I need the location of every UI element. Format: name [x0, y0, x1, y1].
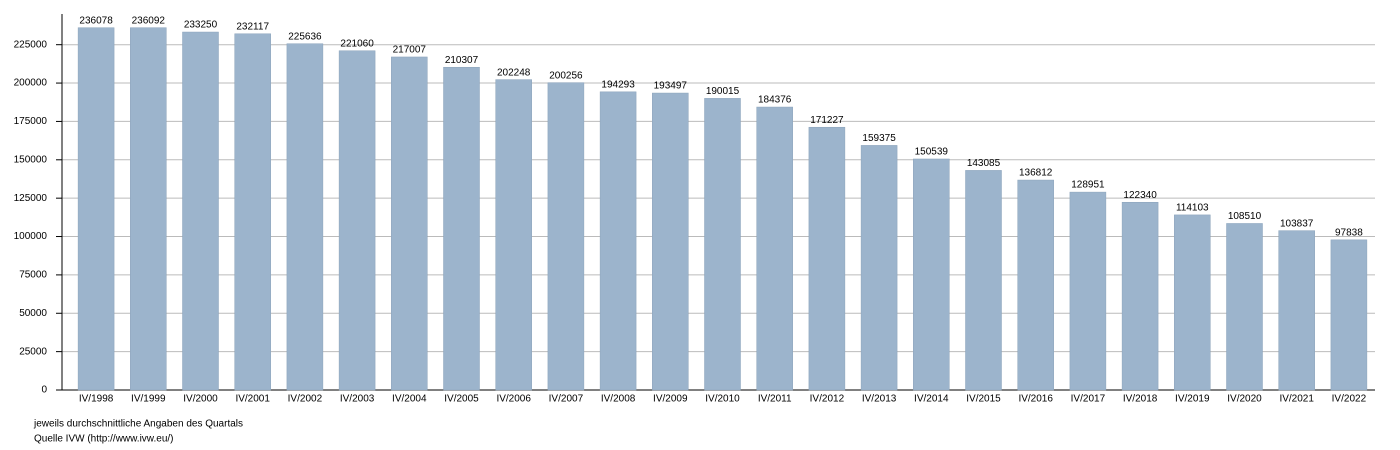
bar	[652, 92, 689, 391]
bar	[391, 56, 428, 391]
value-label: 190015	[706, 86, 740, 97]
y-tick-label: 150000	[14, 154, 48, 165]
value-label: 122340	[1123, 190, 1157, 201]
y-tick-label: 0	[41, 385, 47, 396]
bar	[338, 50, 376, 391]
bar	[182, 31, 219, 391]
bar	[1278, 230, 1315, 391]
value-label: 232117	[236, 21, 269, 32]
x-tick-label: IV/2001	[235, 394, 270, 405]
x-tick-label: IV/2007	[549, 394, 584, 405]
bar	[1121, 201, 1159, 391]
value-label: 200256	[549, 70, 583, 81]
value-label: 225636	[288, 31, 322, 42]
x-tick-label: IV/2021	[1279, 394, 1314, 405]
bar	[286, 43, 324, 391]
bar	[1226, 223, 1263, 391]
x-tick-label: IV/2010	[705, 394, 740, 405]
value-label: 194293	[601, 79, 635, 90]
value-label: 97838	[1335, 227, 1363, 238]
x-tick-label: IV/2012	[810, 394, 845, 405]
x-tick-label: IV/2008	[601, 394, 636, 405]
value-label: 202248	[497, 67, 531, 78]
value-label: 221060	[340, 38, 374, 49]
x-tick-label: IV/2005	[444, 394, 479, 405]
bar	[443, 66, 480, 391]
y-tick-label: 125000	[14, 193, 48, 204]
value-label: 210307	[445, 55, 479, 66]
note: jeweils durchschnittliche Angaben des Qu…	[33, 419, 243, 430]
value-label: 184376	[758, 95, 792, 106]
x-tick-label: IV/2019	[1175, 394, 1210, 405]
value-label: 128951	[1071, 180, 1105, 191]
value-label: 150539	[915, 147, 949, 158]
bar	[1330, 239, 1368, 391]
x-tick-label: IV/2015	[966, 394, 1001, 405]
bar	[756, 106, 793, 391]
x-tick-label: IV/2004	[392, 394, 427, 405]
value-label: 159375	[862, 133, 896, 144]
x-tick-label: IV/2006	[496, 394, 531, 405]
value-label: 114103	[1176, 203, 1209, 214]
value-label: 217007	[393, 45, 427, 56]
y-tick-label: 75000	[19, 270, 47, 281]
bar	[130, 27, 167, 391]
bar	[704, 98, 741, 391]
y-tick-label: 50000	[19, 308, 47, 319]
value-label: 143085	[967, 158, 1001, 169]
x-tick-label: IV/2014	[914, 394, 949, 405]
x-tick-label: IV/2000	[183, 394, 218, 405]
y-tick-label: 25000	[19, 346, 47, 357]
x-tick-label: IV/2017	[1071, 394, 1106, 405]
x-tick-label: IV/2022	[1332, 394, 1367, 405]
bar	[1069, 191, 1107, 391]
x-tick-label: IV/2003	[340, 394, 375, 405]
x-tick-label: IV/2016	[1018, 394, 1053, 405]
x-tick-label: IV/2020	[1227, 394, 1262, 405]
bar	[1017, 179, 1054, 391]
bar	[234, 33, 271, 391]
note: Quelle IVW (http://www.ivw.eu/)	[34, 434, 174, 445]
bar	[913, 158, 950, 391]
value-label: 136812	[1019, 168, 1053, 179]
x-tick-label: IV/1999	[131, 394, 166, 405]
y-tick-label: 225000	[14, 39, 48, 50]
value-label: 236092	[132, 15, 166, 26]
bar	[965, 170, 1002, 391]
x-tick-label: IV/2011	[758, 394, 792, 405]
value-label: 108510	[1228, 211, 1262, 222]
bar	[495, 79, 532, 391]
bar	[547, 82, 585, 391]
bar	[860, 145, 898, 391]
y-tick-label: 100000	[14, 231, 48, 242]
value-label: 193497	[654, 81, 688, 92]
bar	[1174, 214, 1211, 391]
x-tick-label: IV/1998	[79, 394, 114, 405]
value-label: 103837	[1280, 218, 1314, 229]
value-label: 171227	[810, 115, 844, 126]
value-label: 233250	[184, 20, 218, 31]
bar	[808, 126, 846, 391]
bar	[599, 91, 637, 391]
x-tick-label: IV/2013	[862, 394, 897, 405]
x-tick-label: IV/2002	[288, 394, 323, 405]
y-tick-label: 200000	[14, 78, 48, 89]
x-tick-label: IV/2009	[653, 394, 688, 405]
value-label: 236078	[79, 15, 113, 26]
bar	[77, 27, 115, 391]
y-tick-label: 175000	[14, 116, 48, 127]
x-tick-label: IV/2018	[1123, 394, 1158, 405]
